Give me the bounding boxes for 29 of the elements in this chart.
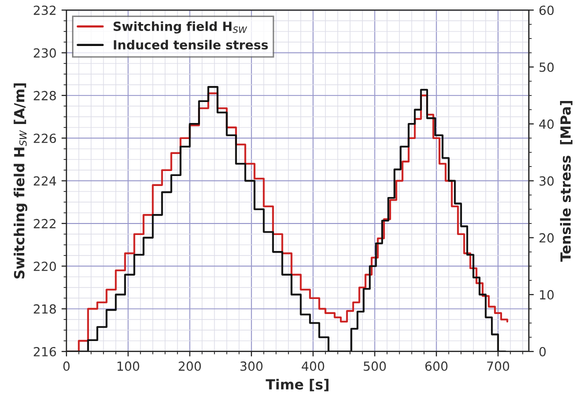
y-tick-label: 218 <box>34 304 56 314</box>
y-tick-label: 216 <box>34 346 56 356</box>
x-tick-label: 500 <box>364 361 386 371</box>
legend-label: Switching field H$_{SW}$ <box>114 21 248 34</box>
y2-axis-title: Tensile stress [MPa] <box>560 100 572 262</box>
x-tick-label: 400 <box>302 361 324 371</box>
legend-label: Induced tensile stress <box>114 40 268 50</box>
x-tick-label: 100 <box>118 361 140 371</box>
y2-tick-label: 40 <box>539 119 554 129</box>
y-tick-label: 230 <box>34 48 56 58</box>
x-tick-label: 0 <box>63 361 70 371</box>
y-tick-label: 220 <box>34 262 56 272</box>
y-tick-label: 222 <box>34 218 56 228</box>
y2-tick-label: 10 <box>540 290 554 300</box>
y2-tick-label: 20 <box>540 233 554 243</box>
y-tick-label: 228 <box>34 90 56 100</box>
x-axis-title: Time [s] <box>266 378 328 392</box>
y-tick-label: 226 <box>34 134 56 144</box>
y2-tick-label: 50 <box>540 62 554 72</box>
x-tick-label: 300 <box>240 361 263 371</box>
x-tick-label: 200 <box>178 361 201 371</box>
y2-tick-label: 60 <box>539 6 554 16</box>
y-tick-label: 232 <box>34 6 56 16</box>
x-tick-label: 700 <box>487 361 510 371</box>
y-axis-title: Switching field H$_{SW}$ [A/m] <box>14 83 28 278</box>
x-tick-label: 600 <box>425 361 448 371</box>
y2-tick-label: 30 <box>540 176 554 186</box>
y-tick-label: 224 <box>34 176 56 186</box>
y2-tick-label: 0 <box>539 346 546 356</box>
